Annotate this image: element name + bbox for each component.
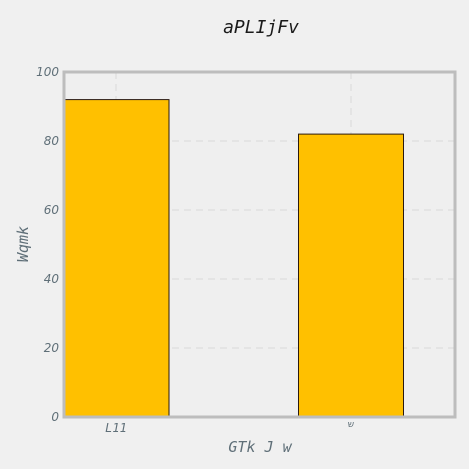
y-tick-label: 60 — [44, 203, 60, 217]
x-axis-ticks: L11 ש — [105, 420, 354, 435]
x-axis-label: GTk J w — [228, 438, 292, 456]
plot-frame — [62, 70, 457, 419]
y-tick-label: 0 — [51, 410, 59, 424]
y-axis-label: Wqmk — [14, 226, 32, 262]
x-tick-label: L11 — [105, 421, 127, 435]
chart-title: aPLIjFv — [223, 17, 299, 38]
bar — [64, 99, 170, 418]
x-tick-label: ש — [348, 420, 354, 430]
y-tick-label: 80 — [44, 134, 60, 148]
bar — [298, 133, 404, 418]
y-tick-label: 40 — [44, 272, 60, 286]
y-tick-label: 20 — [44, 341, 60, 355]
y-axis-ticks: 0 20 40 60 80 100 — [36, 65, 59, 424]
bars — [64, 99, 404, 418]
y-tick-label: 100 — [36, 65, 59, 79]
